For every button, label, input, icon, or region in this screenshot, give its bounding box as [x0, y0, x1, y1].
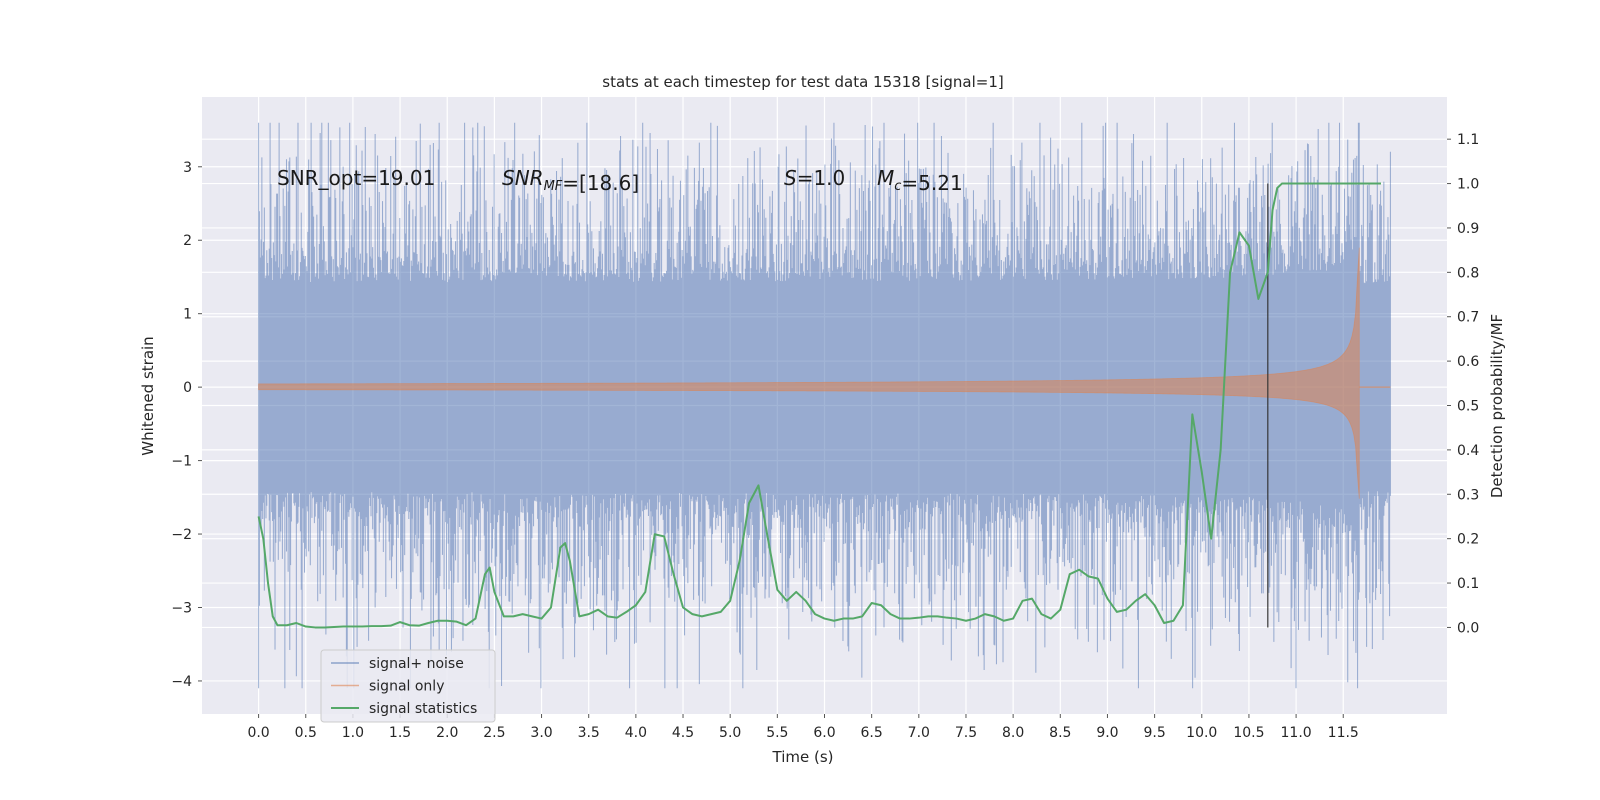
y-axis-left-ticks: −4 −3 −2 −1 0 1 2 3	[171, 160, 202, 690]
legend: signal+ noise signal only signal statistic…	[320, 649, 496, 723]
x-tick-label: 11.5	[1328, 725, 1359, 741]
y-left-tick-label: −1	[171, 454, 192, 470]
y-axis-left-label: Whitened strain	[139, 336, 157, 455]
x-tick-label: 5.5	[766, 725, 788, 741]
x-tick-label: 6.0	[813, 725, 835, 741]
x-tick-label: 10.0	[1186, 725, 1217, 741]
y-left-tick-label: −3	[171, 600, 192, 616]
annotation-4: Mc=5.21	[877, 166, 963, 195]
annotation-part: MF	[544, 179, 563, 194]
x-tick-label: 0.5	[295, 725, 317, 741]
x-tick-label: 3.5	[578, 725, 600, 741]
y-right-tick-label: 0.6	[1457, 354, 1479, 370]
annotation-part: c	[894, 179, 901, 194]
x-tick-label: 6.5	[861, 725, 883, 741]
y-left-tick-label: −4	[171, 674, 192, 690]
series-signal-statistics	[257, 182, 1381, 629]
y-right-tick-label: 0.0	[1457, 620, 1479, 636]
annotations: SNR_opt=19.01 SNRMF=[18.6] S=1.0 Mc=5.21	[277, 166, 963, 195]
legend-box	[320, 649, 496, 723]
y-right-tick-label: 1.1	[1457, 132, 1479, 148]
x-tick-label: 5.0	[719, 725, 741, 741]
chirp-envelope	[258, 247, 1360, 499]
x-tick-label: 8.5	[1049, 725, 1071, 741]
y-right-tick-label: 1.0	[1457, 177, 1479, 193]
x-tick-label: 3.0	[530, 725, 552, 741]
x-tick-label: 1.0	[342, 725, 364, 741]
y-right-tick-label: 0.2	[1457, 532, 1479, 548]
legend-label: signal statistics	[369, 701, 477, 717]
y-axis-right-ticks: 0.0 0.1 0.2 0.3 0.4 0.5 0.6 0.7 0.8 0.9 1.0 1.1	[1447, 132, 1479, 636]
annotation-2: SNRMF=[18.6]	[502, 166, 639, 195]
x-tick-label: 8.0	[1002, 725, 1024, 741]
annotation-part: =5.21	[901, 171, 962, 195]
annotation-part: =[18.6]	[562, 171, 639, 195]
annotation-part: S	[784, 166, 797, 190]
annotation-3: S=1.0	[784, 166, 845, 190]
x-tick-label: 4.5	[672, 725, 694, 741]
y-right-tick-label: 0.8	[1457, 265, 1479, 281]
chart-title: stats at each timestep for test data 153…	[602, 73, 1003, 91]
annotation-part: SNR	[502, 166, 544, 190]
x-tick-label: 9.5	[1143, 725, 1165, 741]
y-right-tick-label: 0.7	[1457, 310, 1479, 326]
x-tick-label: 7.0	[908, 725, 930, 741]
x-tick-label: 0.0	[247, 725, 269, 741]
annotation-part: =1.0	[797, 166, 846, 190]
y-right-tick-label: 0.1	[1457, 576, 1479, 592]
y-right-tick-label: 0.3	[1457, 487, 1479, 503]
x-tick-label: 2.5	[483, 725, 505, 741]
y-right-tick-label: 0.4	[1457, 443, 1479, 459]
statistics-line	[257, 182, 1381, 629]
x-axis-label: Time (s)	[772, 748, 834, 766]
x-tick-label: 2.0	[436, 725, 458, 741]
y-left-tick-label: 3	[183, 160, 192, 176]
x-axis-ticks: 0.0 0.5 1.0 1.5 2.0 2.5 3.0 3.5 4.0 4.5 5.0 5.5 6.0 6…	[247, 714, 1359, 741]
x-tick-label: 11.0	[1281, 725, 1312, 741]
annotation-part: M	[877, 166, 894, 190]
y-left-tick-label: 2	[183, 233, 192, 249]
y-right-tick-label: 0.9	[1457, 221, 1479, 237]
annotation-1: SNR_opt=19.01	[277, 166, 435, 190]
x-tick-label: 4.0	[625, 725, 647, 741]
y-axis-right-label: Detection probability/MF	[1488, 314, 1506, 498]
x-tick-label: 9.0	[1096, 725, 1118, 741]
annotation-part: SNR_opt=19.01	[277, 166, 435, 190]
x-tick-label: 10.5	[1233, 725, 1264, 741]
y-left-tick-label: −2	[171, 527, 192, 543]
legend-label: signal only	[369, 679, 444, 695]
x-tick-label: 1.5	[389, 725, 411, 741]
y-left-tick-label: 0	[183, 380, 192, 396]
series-signal-only	[258, 247, 1391, 499]
legend-label: signal+ noise	[369, 656, 464, 672]
x-tick-label: 7.5	[955, 725, 977, 741]
y-right-tick-label: 0.5	[1457, 399, 1479, 415]
y-left-tick-label: 1	[183, 307, 192, 323]
